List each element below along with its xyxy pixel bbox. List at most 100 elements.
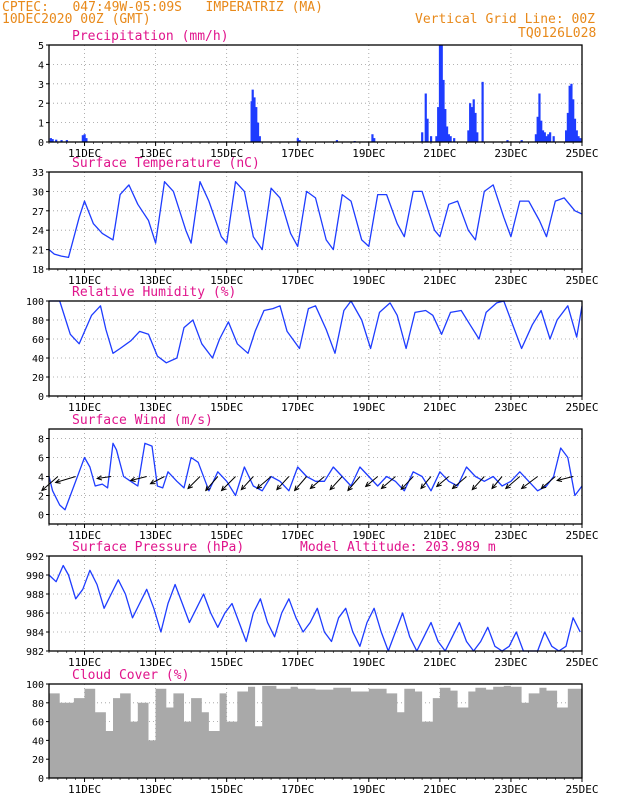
wind-xtick-label: 19DEC bbox=[352, 529, 385, 542]
pressure-xtick-label: 21DEC bbox=[423, 656, 456, 669]
precipitation-xtick-label: 17DEC bbox=[281, 147, 314, 160]
precip-bar bbox=[255, 107, 258, 142]
temperature-series-line bbox=[48, 181, 583, 259]
wind-xtick-label: 11DEC bbox=[68, 529, 101, 542]
precip-bar bbox=[435, 136, 438, 142]
cloud_cover-xtick-label: 17DEC bbox=[281, 783, 314, 796]
precip-bar bbox=[442, 79, 445, 142]
precipitation-title: Precipitation (mm/h) bbox=[72, 29, 229, 44]
precip-bar bbox=[453, 138, 456, 142]
cloud_cover-xtick-label: 21DEC bbox=[423, 783, 456, 796]
wind-title: Surface Wind (m/s) bbox=[72, 413, 213, 428]
temperature-xtick-label: 25DEC bbox=[565, 274, 598, 287]
precip-bar bbox=[60, 140, 63, 142]
pressure-xtick-label: 13DEC bbox=[139, 656, 172, 669]
wind-arrow bbox=[256, 476, 272, 489]
temperature-xtick-label: 19DEC bbox=[352, 274, 385, 287]
cloud_cover-xtick-label: 13DEC bbox=[139, 783, 172, 796]
humidity-xtick-label: 25DEC bbox=[565, 401, 598, 414]
cloud_cover-ytick-label: 40 bbox=[32, 736, 44, 747]
precip-bar bbox=[251, 89, 254, 142]
model-altitude-label: Model Altitude: 203.989 m bbox=[300, 540, 496, 555]
precip-bar bbox=[549, 132, 552, 142]
pressure-xtick-label: 17DEC bbox=[281, 656, 314, 669]
cloud_cover-xtick-label: 15DEC bbox=[210, 783, 243, 796]
humidity-series-line bbox=[49, 300, 583, 364]
pressure-title: Surface Pressure (hPa) bbox=[72, 540, 244, 555]
wind-arrow bbox=[471, 476, 485, 491]
precip-bar bbox=[469, 103, 472, 142]
precip-bar bbox=[440, 45, 443, 142]
temperature-ytick-label: 18 bbox=[32, 265, 44, 276]
temperature-ytick-label: 21 bbox=[32, 246, 44, 257]
precip-bar bbox=[445, 126, 449, 142]
wind-arrow bbox=[41, 476, 59, 491]
precip-bar bbox=[371, 134, 374, 142]
humidity-ytick-label: 20 bbox=[32, 373, 44, 384]
temperature-xtick-label: 17DEC bbox=[281, 274, 314, 287]
humidity-xtick-label: 13DEC bbox=[139, 401, 172, 414]
wind-arrow bbox=[365, 476, 379, 487]
precip-bar bbox=[572, 99, 575, 142]
temperature-xtick-label: 13DEC bbox=[139, 274, 172, 287]
pressure-ytick-label: 990 bbox=[26, 571, 44, 582]
wind-series-line bbox=[48, 442, 583, 511]
wind-xtick-label: 13DEC bbox=[139, 529, 172, 542]
precip-bar bbox=[476, 132, 479, 142]
cloud_cover-xtick-label: 23DEC bbox=[494, 783, 527, 796]
cloud_cover-ytick-label: 80 bbox=[32, 699, 44, 710]
temperature-ytick-label: 30 bbox=[32, 187, 44, 198]
wind-arrow bbox=[381, 476, 396, 489]
pressure-ytick-label: 988 bbox=[26, 590, 44, 601]
humidity-xtick-label: 11DEC bbox=[68, 401, 101, 414]
precip-bar bbox=[481, 81, 484, 142]
precip-bar bbox=[253, 97, 256, 142]
precip-bar bbox=[570, 83, 573, 142]
precip-bar bbox=[543, 132, 546, 142]
precip-bar bbox=[467, 130, 470, 142]
precip-bar bbox=[577, 136, 580, 142]
temperature-xtick-label: 21DEC bbox=[423, 274, 456, 287]
precipitation-xtick-label: 11DEC bbox=[68, 147, 101, 160]
precip-bar bbox=[51, 139, 54, 142]
wind-arrow bbox=[150, 476, 165, 485]
humidity-xtick-label: 19DEC bbox=[352, 401, 385, 414]
wind-ytick-label: 0 bbox=[38, 511, 44, 522]
wind-xtick-label: 23DEC bbox=[494, 529, 527, 542]
humidity-xtick-label: 21DEC bbox=[423, 401, 456, 414]
precipitation-xtick-label: 13DEC bbox=[139, 147, 172, 160]
precip-bar bbox=[83, 134, 86, 142]
precip-bar bbox=[565, 130, 568, 142]
wind-arrow bbox=[294, 476, 307, 491]
pressure-xtick-label: 19DEC bbox=[352, 656, 385, 669]
precipitation-ytick-label: 3 bbox=[38, 80, 44, 91]
wind-arrow bbox=[556, 476, 574, 481]
temperature-ytick-label: 33 bbox=[32, 168, 44, 179]
precip-bar bbox=[540, 120, 543, 142]
pressure-frame bbox=[48, 555, 583, 652]
wind-arrow bbox=[329, 476, 343, 491]
precip-bar bbox=[438, 45, 442, 142]
header-init-time: 10DEC2020 00Z (GMT) bbox=[2, 12, 151, 27]
cloud_cover-xtick-label: 11DEC bbox=[68, 783, 101, 796]
precipitation-ytick-label: 4 bbox=[38, 60, 44, 71]
pressure-xtick-label: 25DEC bbox=[565, 656, 598, 669]
pressure-ytick-label: 986 bbox=[26, 609, 44, 620]
wind-arrow bbox=[55, 476, 76, 483]
wind-xtick-label: 21DEC bbox=[423, 529, 456, 542]
precip-bar bbox=[426, 118, 429, 142]
wind-ytick-label: 6 bbox=[38, 454, 44, 465]
cloud_cover-ytick-label: 20 bbox=[32, 755, 44, 766]
temperature-xtick-label: 11DEC bbox=[68, 274, 101, 287]
humidity-ytick-label: 100 bbox=[26, 297, 44, 308]
precipitation-frame bbox=[48, 44, 583, 143]
precip-bar bbox=[85, 138, 88, 142]
precip-bar bbox=[421, 132, 424, 142]
pressure-ytick-label: 992 bbox=[26, 552, 44, 563]
humidity-title: Relative Humidity (%) bbox=[72, 285, 236, 300]
wind-arrow bbox=[347, 476, 361, 491]
humidity-panel bbox=[46, 300, 583, 400]
wind-xtick-label: 15DEC bbox=[210, 529, 243, 542]
precipitation-ytick-label: 2 bbox=[38, 99, 44, 110]
